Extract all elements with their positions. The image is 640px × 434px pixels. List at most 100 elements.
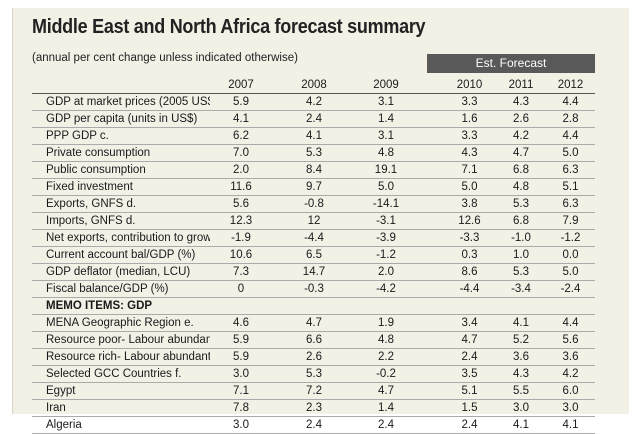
header-gap [416, 76, 443, 94]
cell-value: 9.7 [272, 178, 356, 196]
column-gap [416, 144, 443, 162]
page-title: Middle East and North Africa forecast su… [32, 16, 426, 38]
cell-value: 3.0 [210, 365, 272, 383]
row-label: Imports, GNFS d. [32, 212, 210, 230]
cell-value: 3.5 [443, 365, 496, 383]
cell-value: 5.1 [546, 178, 595, 196]
cell-value: 4.3 [496, 365, 546, 383]
table-row: Public consumption 2.0 8.4 19.1 7.1 6.8 6.3 [32, 161, 595, 179]
memo-header-row: MEMO ITEMS: GDP [32, 297, 595, 315]
cell-value: 2.4 [272, 110, 356, 128]
cell-value: 6.5 [272, 246, 356, 264]
cell-value: -0.3 [272, 280, 356, 298]
row-label: GDP per capita (units in US$) [32, 110, 210, 128]
year-header: 2009 [356, 76, 416, 94]
cell-value: 0.0 [546, 246, 595, 264]
cell-value: 3.1 [356, 127, 416, 145]
cell-value: 4.7 [496, 144, 546, 162]
table-row: GDP deflator (median, LCU) 7.3 14.7 2.0 8.6 5… [32, 263, 595, 281]
forecast-table: 2007 2008 2009 2010 2011 2012 GDP at mar… [32, 76, 595, 434]
cell-value: -3.9 [356, 229, 416, 247]
cell-value: 4.7 [443, 331, 496, 349]
cell-value: 2.4 [356, 416, 416, 434]
cell-value: 1.4 [356, 110, 416, 128]
row-label: Selected GCC Countries f. [32, 365, 210, 383]
column-gap [416, 348, 443, 366]
table-row: Selected GCC Countries f. 3.0 5.3 -0.2 3.5 4.… [32, 365, 595, 383]
row-label: MENA Geographic Region e. [32, 314, 210, 332]
cell-value: -4.4 [443, 280, 496, 298]
cell-value: 2.8 [546, 110, 595, 128]
year-header: 2012 [546, 76, 595, 94]
row-label: Fiscal balance/GDP (%) [32, 280, 210, 298]
year-header: 2010 [443, 76, 496, 94]
cell-value: -0.2 [356, 365, 416, 383]
cell-value: 7.1 [210, 382, 272, 400]
cell-value: 5.3 [496, 195, 546, 213]
column-gap [416, 399, 443, 417]
row-label: Exports, GNFS d. [32, 195, 210, 213]
cell-value [210, 297, 272, 315]
cell-value: -4.4 [272, 229, 356, 247]
page-subtitle: (annual per cent change unless indicated… [32, 52, 298, 64]
cell-value: -4.2 [356, 280, 416, 298]
table-row: Exports, GNFS d. 5.6 -0.8 -14.1 3.8 5.3 6.3 [32, 195, 595, 213]
cell-value: 7.8 [210, 399, 272, 417]
cell-value: -3.4 [496, 280, 546, 298]
row-label: Algeria [32, 416, 210, 434]
cell-value: 5.6 [210, 195, 272, 213]
cell-value: 2.6 [496, 110, 546, 128]
column-gap [416, 314, 443, 332]
cell-value: 2.0 [356, 263, 416, 281]
cell-value: 14.7 [272, 263, 356, 281]
cell-value: 4.2 [546, 365, 595, 383]
cell-value: 5.0 [356, 178, 416, 196]
cell-value: 3.0 [496, 399, 546, 417]
row-label: Fixed investment [32, 178, 210, 196]
column-gap [416, 263, 443, 281]
table-row: Egypt 7.1 7.2 4.7 5.1 5.5 6.0 [32, 382, 595, 400]
column-gap [416, 93, 443, 111]
cell-value: -14.1 [356, 195, 416, 213]
column-gap [416, 365, 443, 383]
cell-value: 1.0 [496, 246, 546, 264]
cell-value: 4.2 [272, 93, 356, 111]
column-gap [416, 127, 443, 145]
cell-value: 0.3 [443, 246, 496, 264]
cell-value: 7.2 [272, 382, 356, 400]
cell-value: 2.4 [272, 416, 356, 434]
cell-value: 4.3 [496, 93, 546, 111]
cell-value: 7.3 [210, 263, 272, 281]
cell-value: 5.3 [272, 144, 356, 162]
cell-value: 6.8 [496, 161, 546, 179]
cell-value: 5.3 [496, 263, 546, 281]
column-gap [416, 331, 443, 349]
cell-value: 4.4 [546, 314, 595, 332]
cell-value: 0 [210, 280, 272, 298]
table-row: GDP at market prices (2005 US$) b.5.94.2… [32, 93, 595, 111]
cell-value: 4.3 [443, 144, 496, 162]
row-label: Net exports, contribution to growth [32, 229, 210, 247]
cell-value: 2.0 [210, 161, 272, 179]
cell-value: 3.3 [443, 127, 496, 145]
cell-value: 3.6 [546, 348, 595, 366]
cell-value: 19.1 [356, 161, 416, 179]
cell-value: 8.4 [272, 161, 356, 179]
row-label: GDP at market prices (2005 US$) b. [32, 93, 210, 111]
cell-value: 10.6 [210, 246, 272, 264]
table-row: GDP per capita (units in US$) 4.1 2.4 1.4 1.… [32, 110, 595, 128]
cell-value: 6.0 [546, 382, 595, 400]
cell-value: 4.1 [546, 416, 595, 434]
cell-value: 8.6 [443, 263, 496, 281]
cell-value [546, 297, 595, 315]
cell-value: 4.7 [356, 382, 416, 400]
column-gap [416, 280, 443, 298]
row-label: Resource poor- Labour abundant [32, 331, 210, 349]
cell-value: -0.8 [272, 195, 356, 213]
year-header: 2007 [210, 76, 272, 94]
cell-value: 6.3 [546, 161, 595, 179]
column-gap [416, 416, 443, 434]
cell-value: 5.9 [210, 93, 272, 111]
cell-value: 3.1 [356, 93, 416, 111]
cell-value: 5.2 [496, 331, 546, 349]
